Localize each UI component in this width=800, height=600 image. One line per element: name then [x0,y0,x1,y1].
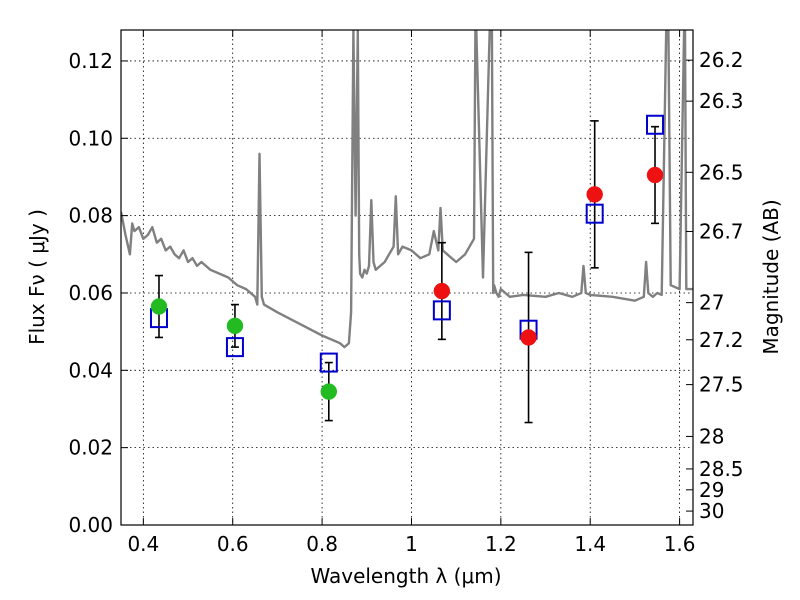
model-square [432,300,451,321]
y2-tick-label: 26.2 [699,48,744,72]
model-square [225,337,244,358]
x-axis-title: Wavelength λ (μm) [310,564,501,588]
y2-tick-label: 26.3 [699,89,744,113]
model-square [646,114,665,135]
data-point [520,329,537,346]
data-point [646,166,664,184]
data-point [320,383,338,400]
y-tick-label: 0.00 [68,513,113,537]
model-square [585,203,604,224]
y-tick-label: 0.08 [68,204,113,228]
y2-tick-label: 26.5 [699,160,744,184]
y2-tick-label: 27.2 [699,328,744,352]
data-layer [121,30,693,349]
x-tick-label: 1.6 [664,532,696,556]
plot-area [121,30,693,525]
y-axis-title: Flux Fν ( μJy ) [25,209,49,345]
y-tick-label: 0.04 [68,358,113,382]
x-tick-label: 1.2 [485,532,517,556]
y2-tick-label: 27 [699,291,724,315]
x-tick-label: 1 [405,532,418,556]
y-tick-label: 0.12 [68,49,113,73]
y2-axis-title: Magnitude (AB) [759,199,783,354]
y2-tick-label: 29 [699,478,724,502]
y2-tick-label: 30 [699,499,724,523]
y-tick-label: 0.02 [68,436,113,460]
data-point [586,186,603,203]
y2-tick-label: 28 [699,424,724,448]
x-tick-label: 1.4 [574,532,606,556]
x-tick-label: 0.8 [306,532,338,556]
data-point [226,317,244,335]
x-tick-label: 0.6 [217,532,249,556]
data-point [433,282,451,300]
y-tick-label: 0.10 [68,126,113,150]
y2-tick-label: 27.5 [699,373,744,397]
model-square [319,352,338,373]
markers [149,114,665,400]
x-tick-label: 0.4 [127,532,159,556]
spectrum-line [121,30,693,349]
y-tick-label: 0.06 [68,281,113,305]
plot-frame [120,29,694,526]
axes: 0.4 0.6 0.8 1 1.2 1.4 1.6 0.00 0.02 0.04 0.06 0.08 0… [68,30,744,556]
y2-tick-label: 28.5 [699,457,744,481]
y2-tick-label: 26.7 [699,219,744,243]
data-point [150,298,168,315]
